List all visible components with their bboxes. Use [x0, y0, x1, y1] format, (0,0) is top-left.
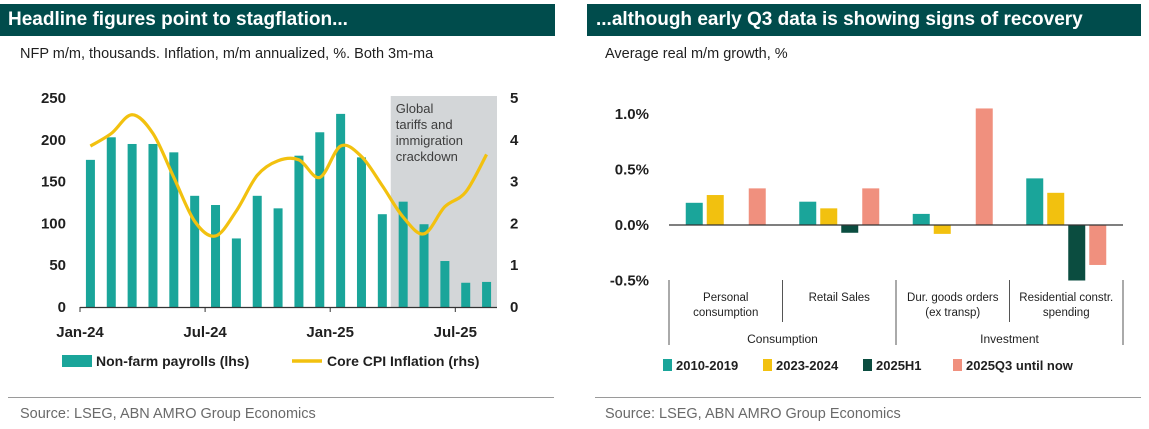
x-tick-label: Jul-24 [183, 324, 227, 341]
y-tick-label: 0.5% [615, 162, 649, 179]
left-y-tick-label: 150 [41, 174, 66, 191]
payrolls-bar [482, 281, 492, 307]
payrolls-bar [377, 214, 387, 307]
growth-bar [1089, 225, 1107, 265]
legend-swatch-payrolls [62, 355, 92, 367]
x-tick-label: Jan-24 [56, 324, 104, 341]
growth-bar [1068, 225, 1086, 281]
payrolls-bar [211, 205, 221, 307]
y-tick-label: -0.5% [610, 273, 649, 290]
legend-label: 2025H1 [876, 358, 922, 373]
growth-bar [862, 188, 880, 225]
left-y-tick-label: 100 [41, 215, 66, 232]
right-source-divider [595, 397, 1141, 398]
right-y-tick-label: 1 [510, 257, 518, 274]
payrolls-bar [461, 282, 471, 307]
annotation-text: immigration [396, 133, 463, 148]
right-chart-panel: ...although early Q3 data is showing sig… [587, 0, 1149, 429]
right-y-tick-label: 5 [510, 90, 518, 107]
legend-swatch [763, 359, 772, 371]
growth-bar [748, 188, 766, 225]
growth-bar [933, 225, 951, 234]
core-cpi-line [89, 113, 488, 238]
annotation-text: crackdown [396, 149, 458, 164]
left-y-tick-label: 200 [41, 132, 66, 149]
payrolls-bar [315, 132, 325, 307]
legend-label: 2010-2019 [676, 358, 738, 373]
left-source-note: Source: LSEG, ABN AMRO Group Economics [20, 406, 316, 422]
annotation-text: Global [396, 101, 434, 116]
left-y-tick-label: 250 [41, 90, 66, 107]
left-chart-subtitle: NFP m/m, thousands. Inflation, m/m annua… [20, 46, 434, 62]
right-chart-subtitle: Average real m/m growth, % [605, 46, 788, 62]
payrolls-bar [231, 238, 241, 307]
payrolls-bar [294, 155, 304, 307]
right-y-tick-label: 0 [510, 299, 518, 316]
left-chart-panel: Headline figures point to stagflation...… [0, 0, 560, 429]
legend-swatch [863, 359, 872, 371]
growth-bar [912, 213, 930, 225]
growth-bar [841, 225, 859, 233]
growth-bar [799, 201, 817, 225]
growth-bar [685, 202, 703, 225]
payrolls-bar [356, 157, 366, 307]
growth-bar [706, 195, 724, 225]
payrolls-bar [85, 159, 95, 307]
legend-label-cpi: Core CPI Inflation (rhs) [327, 353, 479, 369]
y-tick-label: 0.0% [615, 217, 649, 234]
right-y-tick-label: 3 [510, 174, 518, 191]
group-label: Investment [980, 332, 1039, 346]
legend-label-payrolls: Non-farm payrolls (lhs) [96, 353, 249, 369]
right-y-tick-label: 2 [510, 215, 518, 232]
growth-bar [1026, 178, 1044, 225]
category-label: consumption [693, 307, 758, 319]
category-label: spending [1043, 307, 1090, 319]
x-tick-label: Jul-25 [434, 324, 477, 341]
payrolls-bar [419, 224, 429, 307]
payrolls-bar [440, 261, 450, 307]
growth-bar [1047, 192, 1065, 225]
left-y-tick-label: 50 [49, 257, 66, 274]
payrolls-bar [127, 143, 137, 307]
right-source-note: Source: LSEG, ABN AMRO Group Economics [605, 406, 901, 422]
payrolls-bar [252, 195, 262, 307]
legend-swatch [663, 359, 672, 371]
growth-bar [820, 208, 838, 225]
category-label: Personal [703, 292, 748, 304]
legend-label: 2023-2024 [776, 358, 839, 373]
right-y-tick-label: 4 [510, 132, 519, 149]
payrolls-bar [398, 201, 408, 307]
payrolls-bar [148, 143, 158, 307]
payrolls-bar [273, 208, 283, 307]
x-tick-label: Jan-25 [306, 324, 354, 341]
category-label: Residential constr. [1019, 292, 1113, 304]
left-y-tick-label: 0 [58, 299, 66, 316]
y-tick-label: 1.0% [615, 106, 649, 123]
payrolls-bar [336, 113, 346, 307]
category-label: (ex transp) [925, 307, 980, 319]
left-source-divider [8, 397, 554, 398]
growth-bar [975, 108, 993, 225]
category-label: Retail Sales [809, 292, 871, 304]
payrolls-bar [106, 137, 116, 307]
legend-swatch [953, 359, 962, 371]
legend-label: 2025Q3 until now [966, 358, 1074, 373]
payrolls-bar [190, 195, 200, 307]
annotation-text: tariffs and [396, 117, 453, 132]
category-label: Dur. goods orders [907, 292, 999, 304]
right-chart-title: ...although early Q3 data is showing sig… [587, 4, 1141, 36]
right-chart-plot: 1.0% 0.5% 0.0% -0.5% Personal consumption Reta… [610, 106, 1124, 373]
group-label: Consumption [747, 332, 818, 346]
left-chart-title: Headline figures point to stagflation... [0, 4, 555, 36]
payrolls-bar [169, 152, 179, 307]
